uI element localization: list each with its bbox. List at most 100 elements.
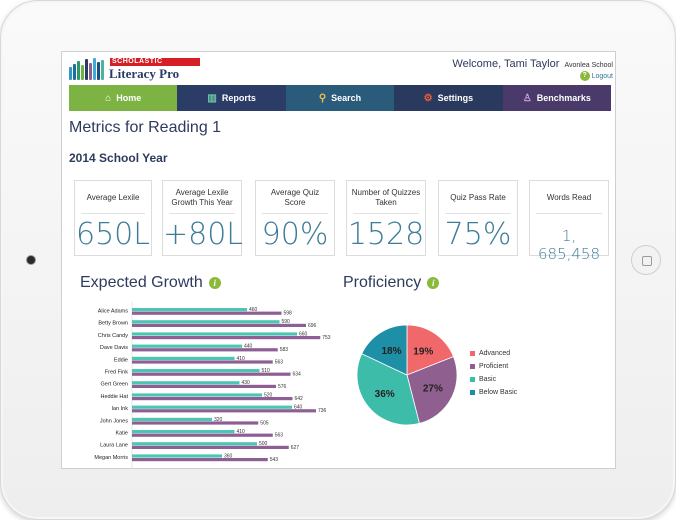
divider xyxy=(81,213,145,214)
nav-home[interactable]: ⌂ Home xyxy=(69,85,178,111)
bar-value-label: 320 xyxy=(214,417,223,423)
bar-current xyxy=(132,417,212,421)
house-icon: ⌂ xyxy=(105,92,112,104)
metric-label: Average Quiz Score xyxy=(270,188,320,207)
category-label: Alice Adams xyxy=(98,309,129,315)
bar-current xyxy=(132,344,242,348)
bar-value-label: 460 xyxy=(249,307,258,313)
metric-card-quiz-score: Average Quiz Score 90% xyxy=(255,180,335,256)
pie-slice xyxy=(406,356,458,424)
nav-home-label: Home xyxy=(116,93,142,103)
bar-current xyxy=(132,308,247,312)
metric-value: 75% xyxy=(444,217,512,252)
legend-item: Advanced xyxy=(470,347,517,360)
metric-card-quiz-pass-rate: Quiz Pass Rate 75% xyxy=(438,180,518,256)
metric-value: 1528 xyxy=(347,217,425,252)
legend-item: Proficient xyxy=(470,360,517,373)
legend-swatch xyxy=(470,364,475,369)
bar-value-label: 360 xyxy=(224,453,233,459)
legend-item: Basic xyxy=(470,373,517,386)
divider xyxy=(353,213,419,214)
metric-value: 90% xyxy=(261,217,329,252)
proficiency-title: Proficiency xyxy=(343,274,422,291)
bar-current xyxy=(132,393,262,397)
metric-label: Average Lexile xyxy=(86,193,140,202)
brand-badge: SCHOLASTIC xyxy=(110,58,200,66)
bar-value-label: 520 xyxy=(264,392,273,398)
pie-slice-label: 27% xyxy=(423,384,443,395)
info-icon[interactable]: i xyxy=(427,277,440,289)
category-label: Chris Candy xyxy=(98,333,129,339)
legend-swatch xyxy=(470,377,475,382)
bar-current xyxy=(132,442,257,446)
camera-icon xyxy=(27,256,35,264)
category-label: Eddie xyxy=(114,357,128,363)
bar-value-label: 640 xyxy=(294,405,303,411)
bar-current xyxy=(132,454,222,458)
bar-value-label: 543 xyxy=(270,457,279,463)
metric-card-words-read: Words Read 1, 685,458 xyxy=(529,180,609,263)
gear-icon: ⚙ xyxy=(423,92,433,104)
proficiency-pie-chart: 19% 27% 36% 18% xyxy=(356,324,458,426)
category-label: Dave Davis xyxy=(100,345,128,351)
bar-expected xyxy=(132,384,276,388)
logout-link[interactable]: ? Logout xyxy=(579,71,613,81)
expected-growth-title: Expected Growth xyxy=(80,274,203,291)
brand-name: Literacy Pro xyxy=(109,66,180,81)
bar-value-label: 598 xyxy=(284,311,293,317)
category-label: Ian Ink xyxy=(111,406,128,412)
bar-value-label: 410 xyxy=(237,429,246,435)
bar-expected xyxy=(132,409,316,413)
main-nav: ⌂ Home ▥ Reports ⚲ Search ⚙ Settings ♙ B… xyxy=(69,85,612,111)
metric-card-quizzes-taken: Number of Quizzes Taken 1528 xyxy=(346,180,426,256)
info-icon[interactable]: i xyxy=(208,277,221,289)
divider xyxy=(536,213,602,214)
books-logo-icon xyxy=(69,58,109,80)
bar-expected xyxy=(132,397,293,401)
metric-value: 1, 685,458 xyxy=(537,227,601,263)
welcome-text: Welcome, Tami Taylor Avonlea School xyxy=(452,58,613,70)
pie-slice-label: 18% xyxy=(381,346,401,357)
pie-slice-label: 36% xyxy=(375,389,395,400)
nav-search[interactable]: ⚲ Search xyxy=(285,85,395,111)
home-hardware-button[interactable] xyxy=(631,245,661,275)
category-label: Megan Morris xyxy=(94,455,128,461)
bar-expected xyxy=(132,360,273,364)
legend-label: Below Basic xyxy=(479,389,518,396)
bar-value-label: 583 xyxy=(280,347,289,353)
logout-label: Logout xyxy=(591,72,613,80)
legend-label: Advanced xyxy=(479,350,511,357)
pie-slice xyxy=(406,324,455,376)
nav-settings[interactable]: ⚙ Settings xyxy=(394,85,503,111)
bar-chart-icon: ▥ xyxy=(207,92,217,104)
bar-value-label: 430 xyxy=(242,380,251,386)
magnifier-icon: ⚲ xyxy=(318,92,327,104)
metric-value: 650L xyxy=(76,217,150,252)
bar-expected xyxy=(132,323,306,327)
metric-label: Words Read xyxy=(546,193,592,202)
page-title: Metrics for Reading 1 xyxy=(69,119,222,136)
bar-expected xyxy=(132,433,273,437)
nav-reports[interactable]: ▥ Reports xyxy=(177,85,286,111)
bar-value-label: 642 xyxy=(295,396,304,402)
bar-value-label: 590 xyxy=(282,319,291,325)
header: SCHOLASTIC Literacy Pro Welcome, Tami Ta… xyxy=(62,52,615,85)
bar-value-label: 410 xyxy=(237,356,246,362)
bar-current xyxy=(132,356,235,360)
bar-expected xyxy=(132,458,268,462)
nav-benchmarks[interactable]: ♙ Benchmarks xyxy=(502,85,612,111)
legend-item: Below Basic xyxy=(470,386,517,399)
app-screen: SCHOLASTIC Literacy Pro Welcome, Tami Ta… xyxy=(61,51,616,469)
bar-value-label: 736 xyxy=(318,408,327,414)
legend-swatch xyxy=(470,390,475,395)
metric-label: Number of Quizzes Taken xyxy=(351,188,421,207)
bar-value-label: 563 xyxy=(275,359,284,365)
bar-expected xyxy=(132,348,278,352)
help-icon: ? xyxy=(579,71,590,81)
bar-value-label: 660 xyxy=(299,331,308,337)
expected-growth-chart: Alice Adams 460 598 Betty Brown 590 696 Chris … xyxy=(94,302,331,468)
category-label: Betty Brown xyxy=(98,321,128,327)
nav-settings-label: Settings xyxy=(437,93,474,103)
expected-growth-heading: Expected Growth i xyxy=(80,274,221,292)
